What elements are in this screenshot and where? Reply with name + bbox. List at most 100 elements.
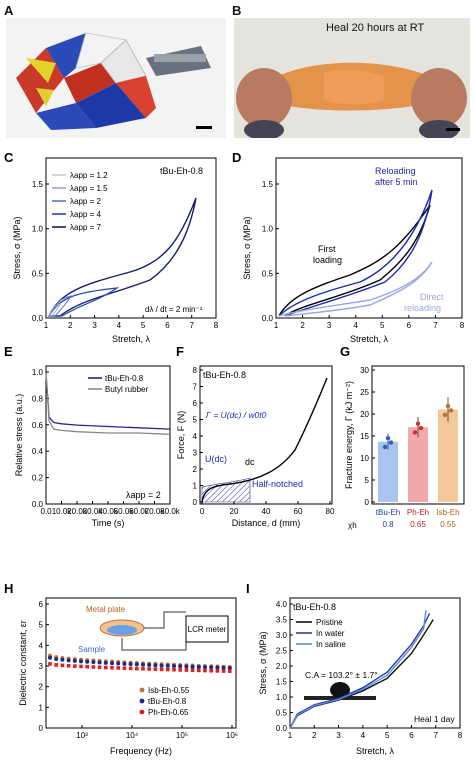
h-ytick-label: 0	[39, 724, 44, 733]
f-ytick-label: 8	[193, 366, 198, 375]
panel-d-ticks: 1 2 3 4 5 6 7 8 0.0 0.5 1.0 1.5	[262, 180, 465, 330]
h-point	[172, 667, 176, 672]
e-xtick-label: 70.0k	[145, 507, 166, 516]
h-point	[66, 658, 71, 663]
g-bar-name: Ph-Eh	[407, 508, 429, 517]
h-point	[228, 669, 232, 673]
c-legend-label: λapp = 1.2	[70, 171, 108, 180]
panel-h-xlabel: Frequency (Hz)	[110, 746, 172, 756]
c-xtick-label: 4	[117, 321, 122, 330]
h-legend-marker	[139, 687, 145, 693]
h-xtick-label: 10⁶	[226, 731, 238, 740]
g-point	[382, 444, 388, 450]
panel-d: D Stress, σ (MPa) Stretch, λ 1 2 3 4 5 6 7 8 0.0…	[232, 150, 465, 344]
h-point	[197, 668, 201, 673]
i-xtick-label: 5	[385, 731, 390, 740]
g-bar	[408, 427, 428, 502]
h-inset-sample	[107, 625, 137, 635]
h-point	[79, 664, 83, 669]
panel-c-rate: dλ / dt = 2 min⁻¹	[145, 305, 203, 314]
f-ytick-label: 4	[193, 432, 198, 441]
panel-h: H Dielectric constant, εr Frequency (Hz)…	[4, 581, 238, 756]
d-xtick-label: 7	[433, 321, 438, 330]
i-xtick-label: 6	[409, 731, 414, 740]
i-series-line	[289, 612, 431, 729]
i-ytick-label: 0.0	[276, 724, 288, 733]
c-legend-label: λapp = 1.5	[70, 184, 108, 193]
panel-i-ca: C.A = 103.2° ± 1.7°	[305, 670, 378, 680]
h-point	[79, 659, 83, 664]
h-legend-marker	[139, 698, 145, 704]
g-ytick-label: 0	[365, 498, 370, 507]
panel-h-letter: H	[4, 581, 13, 596]
h-ytick-label: 6	[39, 600, 44, 609]
panel-h-series	[48, 653, 232, 673]
panel-h-legend: Isb-Eh-0.55 tBu-Eh-0.8 Ph-Eh-0.65	[139, 686, 190, 717]
panel-e-ylabel: Relative stress (a.u.)	[14, 394, 24, 477]
g-bar	[378, 441, 398, 502]
d-ytick-label: 0.5	[262, 269, 274, 278]
panel-e-xlabel: Time (s)	[92, 518, 125, 528]
c-xtick-label: 1	[44, 321, 49, 330]
g-point	[415, 421, 421, 426]
c-xtick-label: 7	[189, 321, 194, 330]
h-point	[122, 661, 127, 666]
h-point	[134, 662, 139, 667]
h-legend-label: Ph-Eh-0.65	[148, 708, 189, 717]
h-point	[91, 665, 96, 669]
panel-g-chi: χh	[348, 521, 357, 530]
h-point	[116, 666, 120, 670]
h-point	[166, 667, 170, 672]
c-xtick-label: 5	[141, 321, 146, 330]
d-xtick-label: 3	[327, 321, 332, 330]
e-series-line	[45, 372, 171, 435]
g-bar-name: tBu-Eh	[376, 508, 400, 517]
h-point	[60, 657, 65, 662]
h-point	[221, 665, 226, 670]
g-point	[388, 440, 394, 445]
e-ytick-label: 0.2	[32, 474, 44, 483]
h-point	[209, 665, 214, 670]
panel-d-letter: D	[232, 150, 241, 165]
h-sample-text: Sample	[78, 645, 106, 654]
d-label-first2: loading	[313, 255, 342, 265]
panel-c-xlabel: Stretch, λ	[112, 334, 151, 344]
c-loop-15	[48, 303, 61, 317]
h-point	[141, 667, 145, 671]
h-point	[178, 664, 183, 669]
d-xtick-label: 4	[353, 321, 358, 330]
i-ytick-label: 4.0	[276, 600, 288, 609]
f-xtick-label: 0	[200, 507, 205, 516]
h-point	[73, 664, 77, 668]
h-point	[135, 666, 139, 671]
h-point	[72, 658, 77, 663]
d-label-first: First	[318, 244, 336, 254]
c-xtick-label: 2	[68, 321, 73, 330]
panel-g-ticks: 0 5 10 15 20 25 30	[360, 366, 375, 507]
c-loop-4	[47, 287, 120, 317]
h-point	[203, 665, 207, 670]
d-xtick-label: 8	[460, 321, 465, 330]
panel-g-frame	[371, 365, 465, 505]
i-legend-label: In saline	[316, 640, 346, 649]
panel-c-sample: tBu-Eh-0.8	[160, 166, 203, 176]
e-ytick-label: 0.0	[32, 500, 44, 509]
d-direct-reloading	[278, 261, 433, 317]
h-point	[215, 665, 220, 670]
g-ytick-label: 15	[360, 432, 369, 441]
panel-h-ylabel: Dielectric constant, εr	[18, 620, 28, 706]
i-xtick-label: 1	[288, 731, 293, 740]
panel-b-letter: B	[232, 3, 242, 18]
panel-g: G Fracture energy, Γ (kJ m⁻²) χh 0 5 10 15 2…	[340, 344, 465, 530]
d-xtick-label: 6	[407, 321, 412, 330]
h-point	[172, 664, 176, 669]
panel-e: E Relative stress (a.u.) Time (s) λapp =…	[4, 344, 181, 528]
g-point	[442, 412, 448, 418]
h-lcr-text: LCR meter	[188, 625, 227, 634]
c-ytick-label: 1.0	[32, 225, 44, 234]
e-ytick-label: 0.6	[32, 421, 44, 430]
panel-i-series	[289, 610, 434, 729]
i-ytick-label: 1.0	[276, 693, 288, 702]
d-xtick-label: 5	[380, 321, 385, 330]
